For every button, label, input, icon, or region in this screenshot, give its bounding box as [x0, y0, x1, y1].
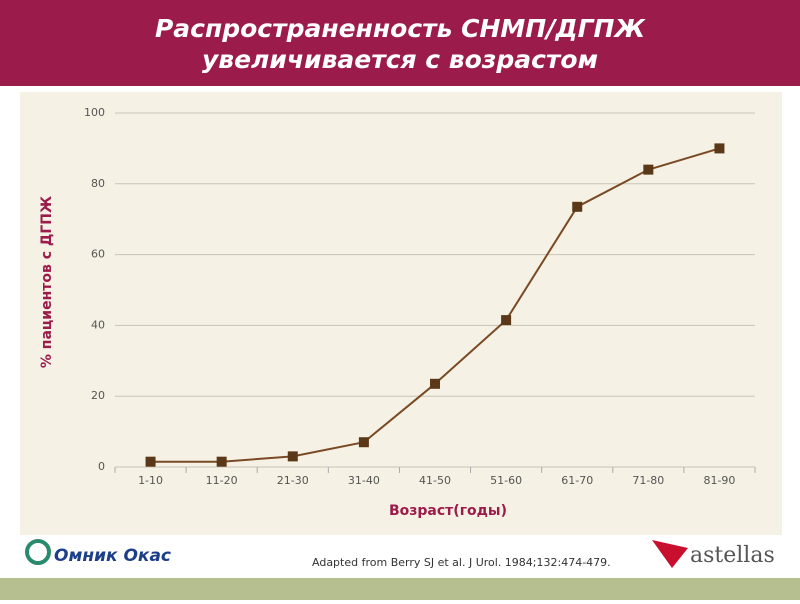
x-tick-label: 71-80 [632, 474, 664, 487]
x-tick-label: 31-40 [348, 474, 380, 487]
y-tick-label: 0 [98, 460, 105, 473]
logo-text: Омник Окас [54, 546, 171, 566]
data-marker [572, 201, 583, 212]
logo-icon [652, 540, 688, 568]
footer-band [0, 578, 800, 600]
y-tick-label: 100 [84, 106, 105, 119]
logo-icon [25, 539, 51, 565]
x-tick-label: 41-50 [419, 474, 451, 487]
x-tick-label: 21-30 [277, 474, 309, 487]
logo-text: astellas [690, 543, 775, 568]
slide-title: увеличивается с возрастом [202, 45, 598, 74]
y-axis-label: % пациентов с ДГПЖ [39, 196, 55, 368]
y-tick-label: 80 [91, 177, 105, 190]
x-tick-label: 1-10 [138, 474, 163, 487]
x-tick-label: 51-60 [490, 474, 522, 487]
chart-panel [20, 92, 782, 535]
x-tick-label: 11-20 [206, 474, 238, 487]
data-marker [643, 164, 654, 175]
x-axis-label: Возраст(годы) [389, 503, 507, 519]
y-tick-label: 20 [91, 389, 105, 402]
data-marker [287, 451, 298, 462]
data-marker [216, 456, 227, 467]
y-tick-label: 40 [91, 318, 105, 331]
logo-right: astellas [652, 540, 775, 568]
data-marker [430, 378, 440, 389]
data-marker [145, 456, 156, 467]
title-banner [0, 0, 800, 86]
logo-left: Омник Окас [25, 539, 171, 566]
x-tick-label: 61-70 [561, 474, 593, 487]
x-tick-label: 81-90 [703, 474, 735, 487]
citation: Adapted from Berry SJ et al. J Urol. 198… [312, 556, 611, 569]
data-marker [358, 437, 369, 448]
data-marker [714, 143, 725, 154]
slide-title: Распространенность СНМП/ДГПЖ [155, 14, 647, 43]
data-marker [501, 315, 512, 326]
y-tick-label: 60 [91, 248, 105, 261]
